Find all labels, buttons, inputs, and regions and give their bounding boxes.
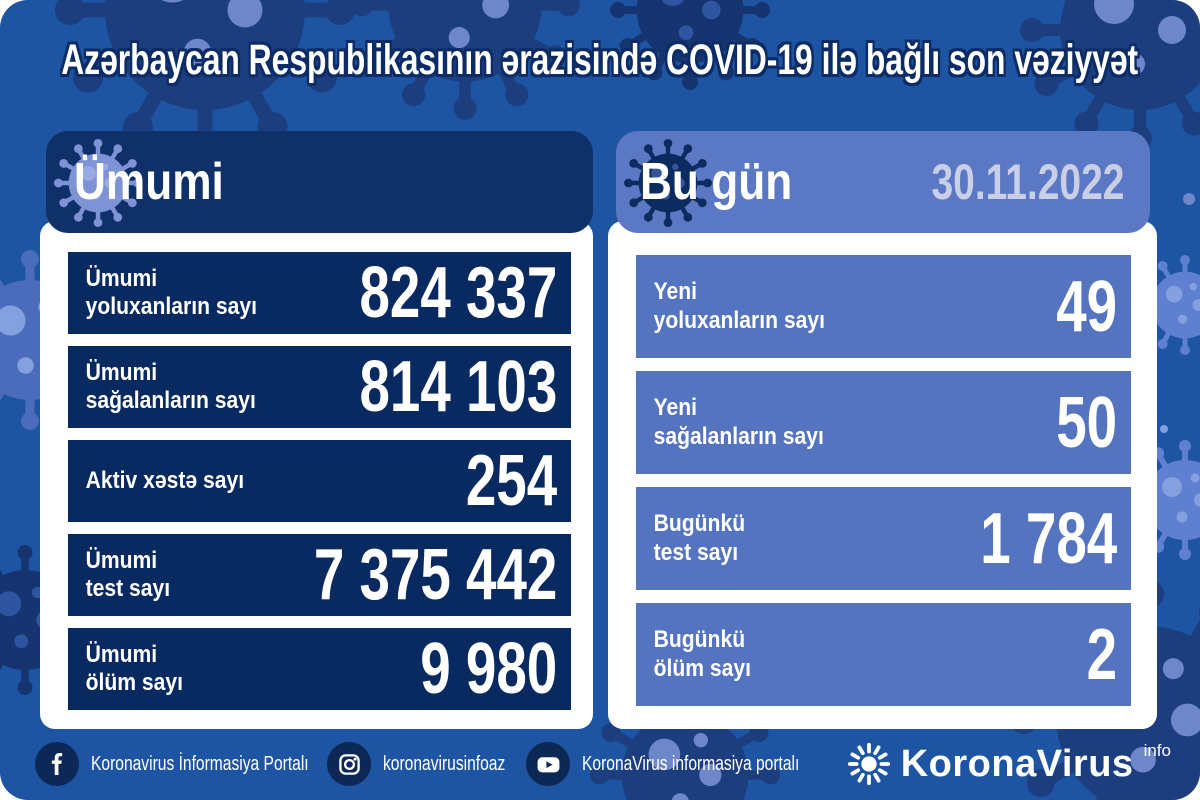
dot-decoration (1183, 193, 1195, 205)
stat-row-new-recovered: Yeni sağalanların sayı 50 (636, 371, 1131, 474)
stat-label-line: ölüm sayı (653, 654, 752, 682)
footer: Koronavirus İnformasiya Portalı koronavi… (0, 740, 1200, 788)
logo-text: KoronaVirus (900, 742, 1134, 785)
stat-row-today-tests: Bugünkü test sayı 1 784 (636, 487, 1131, 590)
stat-value-text: 9 980 (420, 629, 557, 709)
page-title: Azərbaycan Respublikasının ərazisində CO… (0, 36, 1200, 85)
koronavirus-logo-icon (847, 742, 890, 786)
stat-value: 50 (1037, 387, 1131, 459)
totals-header-label: Ümumi (74, 153, 224, 211)
totals-header: Ümumi (46, 131, 593, 233)
stat-value: 9 980 (377, 633, 571, 705)
stat-value-text: 1 784 (980, 498, 1117, 579)
stat-label-line: ölüm sayı (85, 669, 184, 696)
stat-label-line: Bugünkü (653, 510, 746, 538)
youtube-icon (526, 742, 570, 786)
instagram-icon (327, 742, 371, 786)
stat-label-line: Ümumi (85, 546, 158, 574)
stat-value: 7 375 442 (237, 539, 571, 611)
today-rows: Yeni yoluxanların sayı 49 Yeni sağalanla… (636, 255, 1131, 706)
stat-value: 2 (1077, 619, 1131, 691)
stat-row-total-infections: Ümumi yoluxanların sayı 824 337 (68, 252, 571, 334)
stat-row-today-deaths: Bugünkü ölüm sayı 2 (636, 603, 1131, 706)
stat-label-line: yoluxanların sayı (653, 306, 825, 334)
stat-value-text: 49 (1056, 266, 1117, 347)
stat-row-total-deaths: Ümumi ölüm sayı 9 980 (68, 628, 571, 710)
report-date: 30.11.2022 (930, 154, 1124, 210)
koronavirus-info-logo: KoronaVirus info (846, 740, 1171, 788)
stat-value: 49 (1037, 271, 1131, 343)
stat-label-line: Ümumi (85, 640, 158, 668)
totals-rows: Ümumi yoluxanların sayı 824 337 Ümumi sa… (68, 252, 571, 710)
stat-value-text: 814 103 (359, 347, 557, 427)
stat-value-text: 254 (465, 441, 557, 521)
stat-label-line: Bugünkü (653, 626, 746, 654)
stat-label-line: sağalanların sayı (653, 422, 824, 450)
youtube-handle: KoronaVirus informasiya portalı (526, 740, 861, 788)
stat-value-text: 2 (1086, 614, 1117, 695)
stat-label-line: yoluxanların sayı (85, 293, 257, 320)
stat-label-line: sağalanların sayı (85, 387, 256, 414)
stat-row-active-cases: Aktiv xəstə sayı 254 (68, 440, 571, 522)
stat-row-total-recovered: Ümumi sağalanların sayı 814 103 (68, 346, 571, 428)
stat-label-line: Aktiv xəstə sayı (85, 466, 245, 494)
facebook-icon (35, 742, 79, 786)
stat-value: 254 (437, 445, 571, 517)
stat-label-line: Ümumi (85, 358, 158, 386)
instagram-handle: koronavirusinfoaz (327, 740, 540, 788)
today-header: Bu gün 30.11.2022 (616, 131, 1150, 233)
stat-label: Ümumi sağalanların sayı (68, 359, 256, 416)
stat-value-text: 824 337 (359, 253, 557, 333)
instagram-label: koronavirusinfoaz (383, 752, 506, 775)
stat-row-total-tests: Ümumi test sayı 7 375 442 (68, 534, 571, 616)
stat-value-text: 50 (1056, 382, 1117, 463)
stat-label: Yeni sağalanların sayı (636, 394, 824, 451)
stat-label-line: test sayı (85, 575, 171, 602)
stat-label: Ümumi ölüm sayı (68, 641, 183, 698)
stat-label-line: Ümumi (85, 264, 158, 292)
stat-label-line: Yeni (653, 278, 698, 306)
stat-label: Bugünkü ölüm sayı (636, 626, 751, 683)
stat-value: 814 103 (297, 351, 571, 423)
facebook-label: Koronavirus İnformasiya Portalı (91, 752, 309, 775)
stat-value: 824 337 (297, 257, 571, 329)
stat-label-line: Yeni (653, 394, 698, 422)
stat-label: Yeni yoluxanların sayı (636, 278, 825, 335)
today-header-label: Bu gün (640, 153, 793, 211)
facebook-handle: Koronavirus İnformasiya Portalı (35, 740, 370, 788)
stat-value: 1 784 (937, 503, 1131, 575)
stat-label: Bugünkü test sayı (636, 510, 746, 567)
stat-row-new-infections: Yeni yoluxanların sayı 49 (636, 255, 1131, 358)
logo-superscript: info (1143, 741, 1171, 760)
dot-decoration (1160, 425, 1168, 433)
stat-label-line: test sayı (653, 538, 739, 566)
stat-label: Ümumi yoluxanların sayı (68, 265, 257, 322)
stat-label: Aktiv xəstə sayı (68, 466, 245, 495)
stat-value-text: 7 375 442 (313, 535, 557, 615)
page-title-text: Azərbaycan Respublikasının ərazisində CO… (61, 36, 1139, 84)
stat-label: Ümumi test sayı (68, 546, 171, 604)
youtube-label: KoronaVirus informasiya portalı (582, 752, 800, 775)
